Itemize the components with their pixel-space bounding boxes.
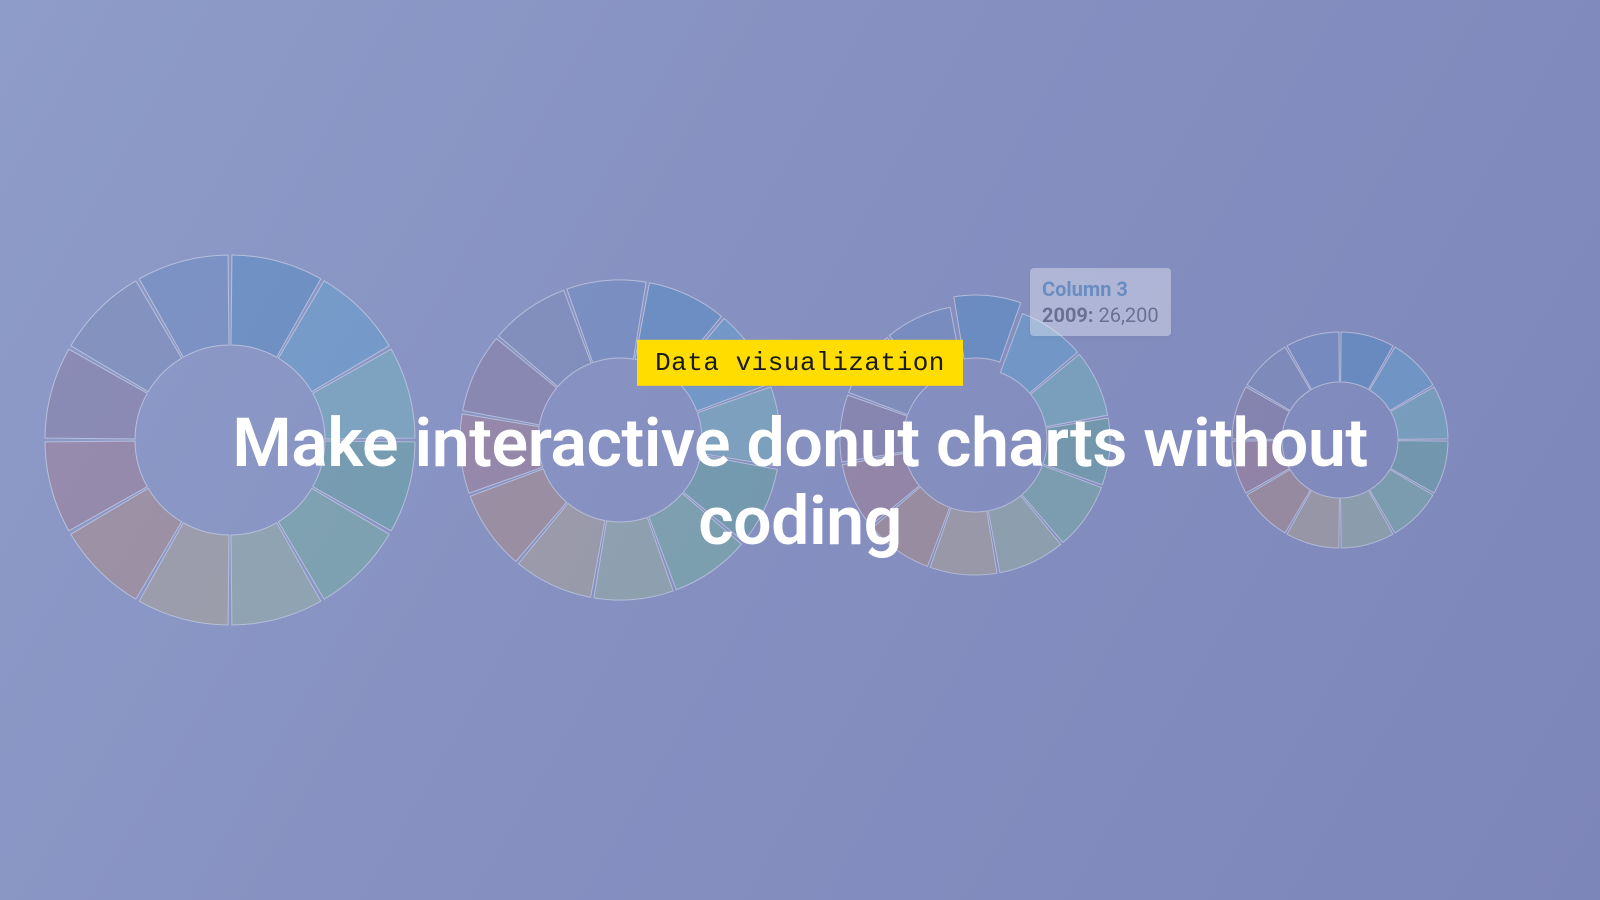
tooltip-title: Column 3 bbox=[1042, 276, 1159, 302]
tooltip-label: 2009: bbox=[1042, 303, 1094, 327]
headline: Make interactive donut charts without co… bbox=[0, 404, 1600, 560]
tooltip-value: 26,200 bbox=[1099, 303, 1159, 327]
tooltip-data-line: 2009: 26,200 bbox=[1042, 302, 1159, 328]
chart-tooltip: Column 3 2009: 26,200 bbox=[1030, 268, 1171, 336]
category-tag: Data visualization bbox=[637, 340, 963, 386]
hero-text-block: Data visualization Make interactive donu… bbox=[0, 340, 1600, 560]
